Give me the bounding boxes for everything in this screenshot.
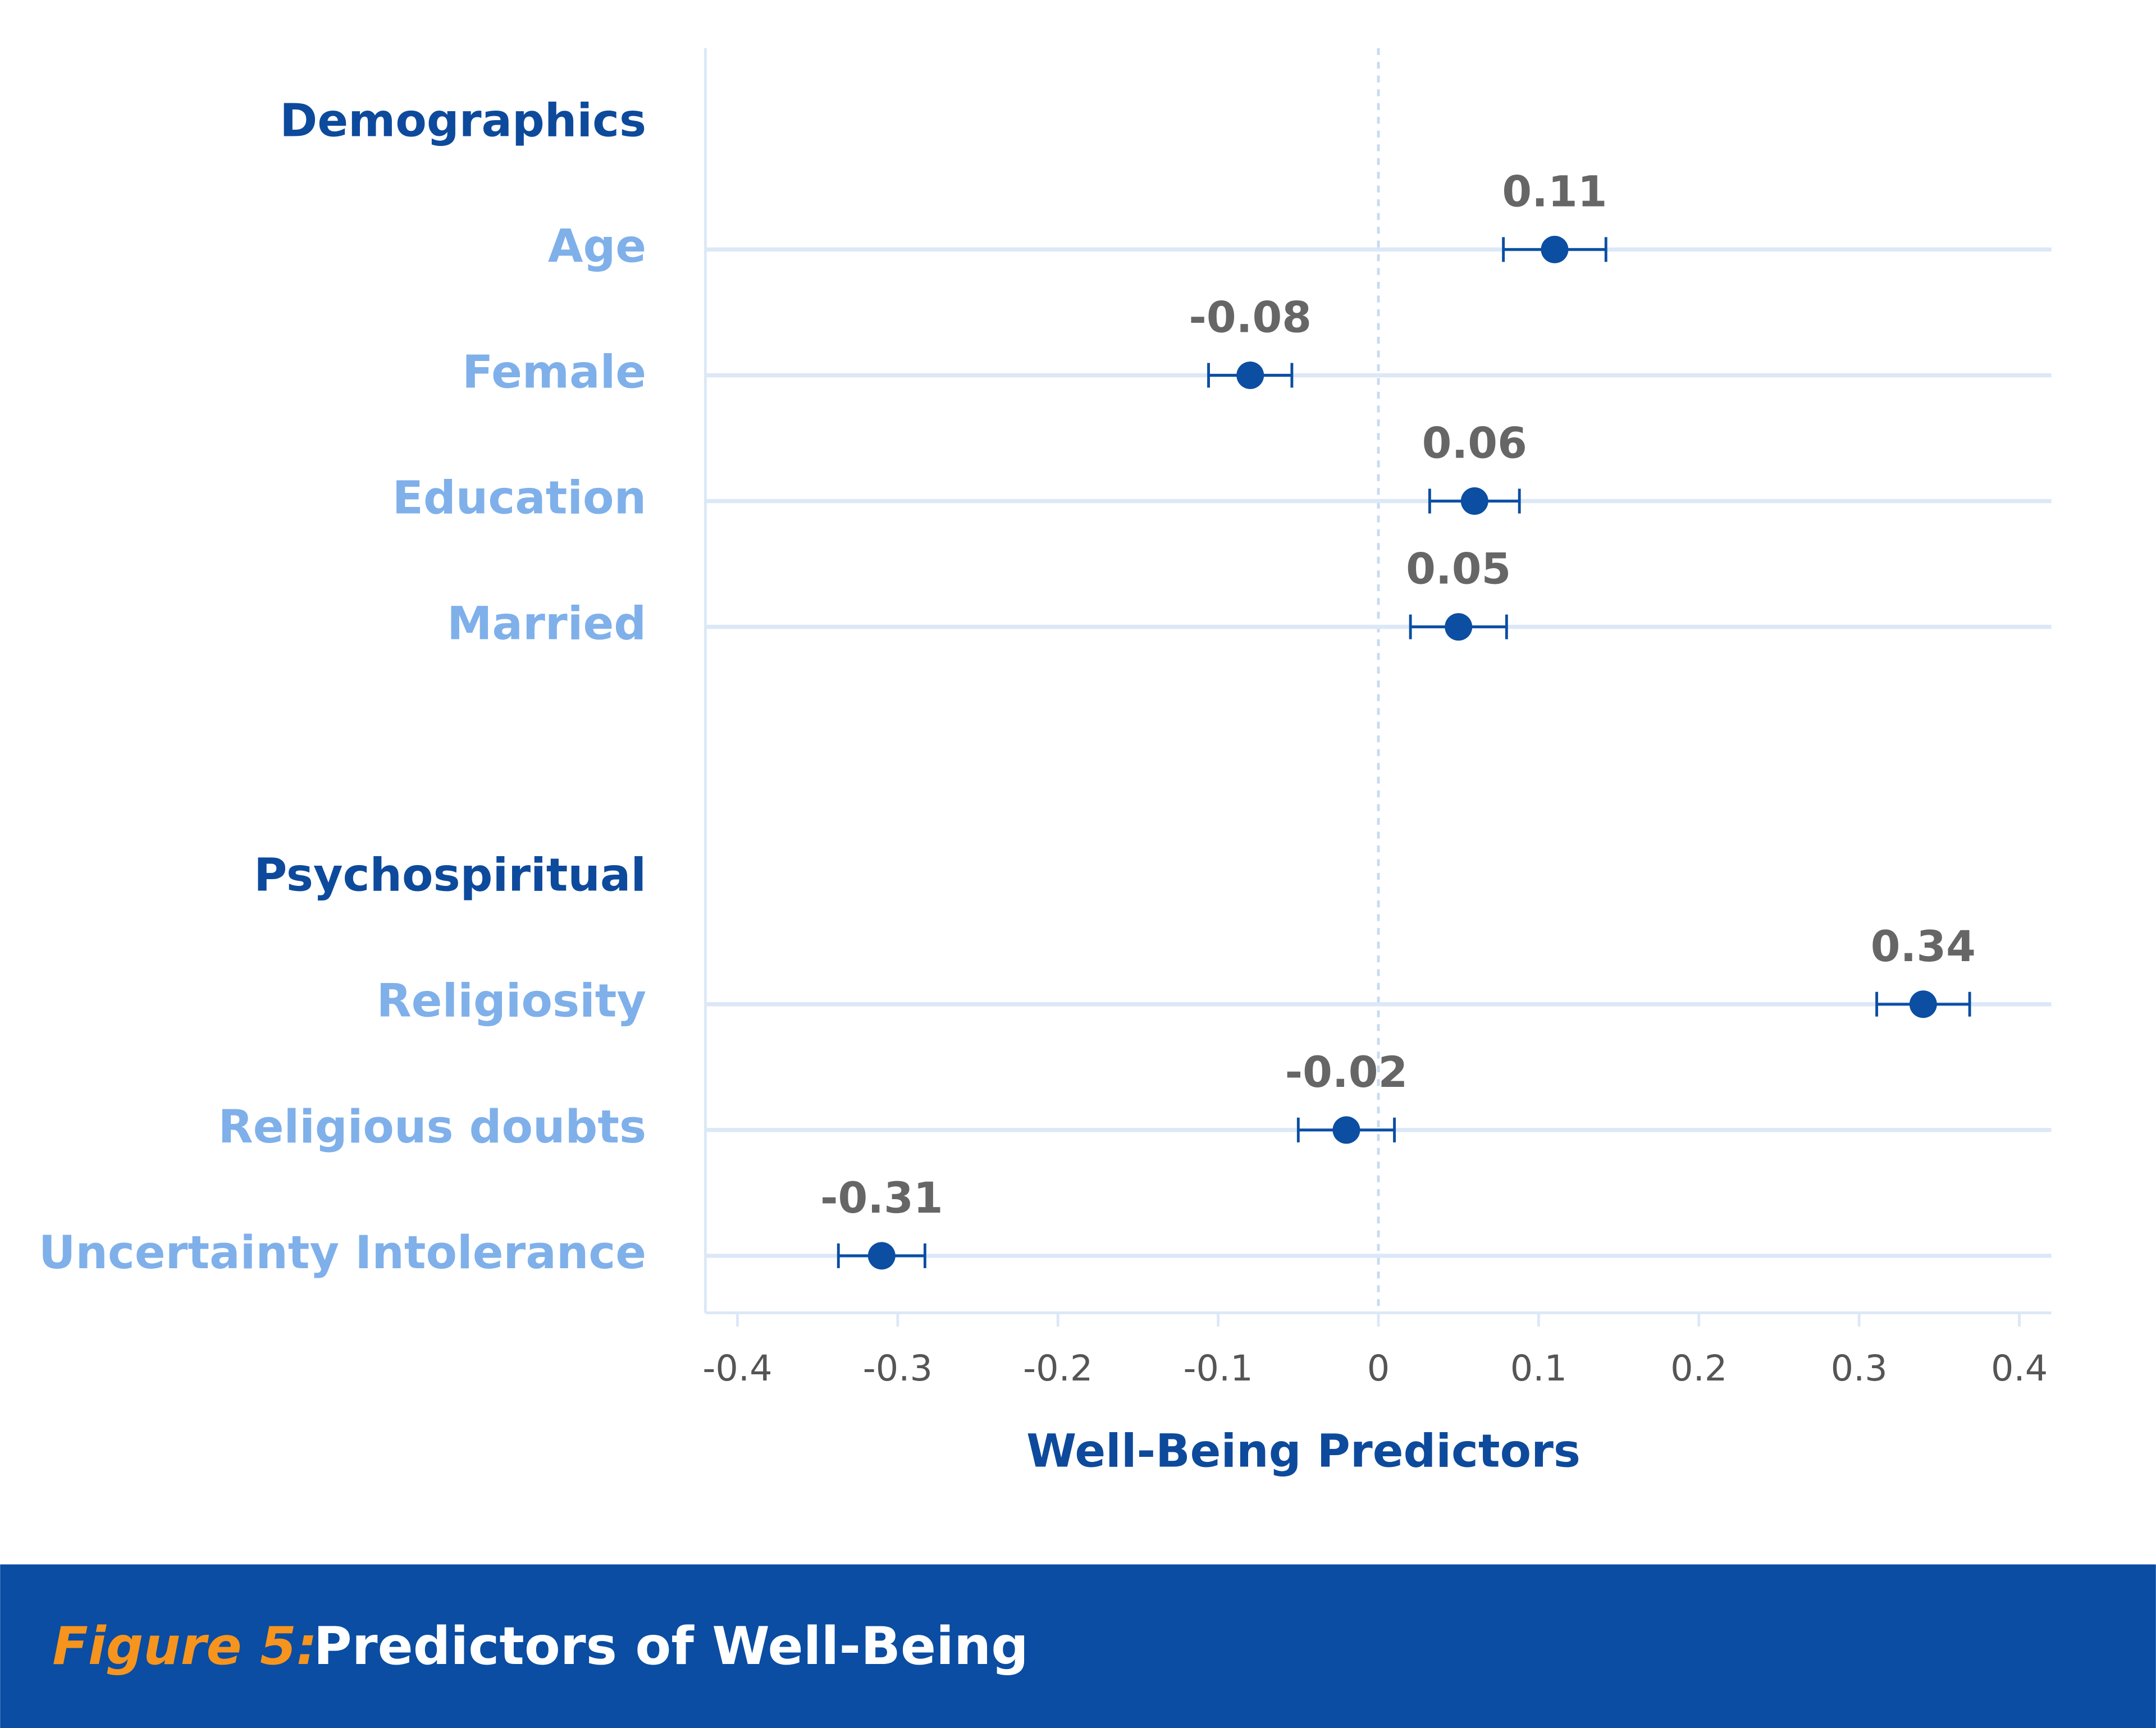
caption-band [0, 1564, 2156, 1728]
estimate-dot [1332, 1116, 1360, 1144]
group-label: Psychospiritual [254, 849, 646, 902]
x-tick-label: -0.1 [1184, 1348, 1253, 1389]
value-label: -0.08 [1189, 293, 1312, 342]
group-label: Demographics [280, 94, 646, 147]
x-axis-label: Well-Being Predictors [1026, 1425, 1581, 1478]
category-label: Female [462, 346, 646, 399]
estimate-dot [867, 1242, 896, 1270]
x-tick-label: 0.3 [1831, 1348, 1888, 1389]
chart-title: Predictors of Well-Being [314, 1616, 1029, 1676]
estimate-dot [1460, 487, 1488, 515]
category-label: Married [447, 598, 646, 651]
category-label: Age [548, 220, 646, 273]
value-label: 0.06 [1422, 419, 1527, 468]
x-tick-label: -0.3 [863, 1348, 933, 1389]
category-label: Religious doubts [218, 1101, 647, 1154]
estimate-dot [1541, 235, 1569, 263]
caption-prefix: Figure 5: [52, 1616, 317, 1676]
value-label: -0.02 [1285, 1048, 1408, 1097]
category-label: Religiosity [377, 975, 647, 1028]
x-tick-label: 0.4 [1991, 1348, 2048, 1389]
estimate-dot [1236, 362, 1264, 389]
x-tick-label: 0.2 [1670, 1348, 1727, 1389]
x-tick-label: -0.2 [1023, 1348, 1093, 1389]
estimate-dot [1909, 990, 1937, 1018]
x-tick-label: 0.1 [1510, 1348, 1567, 1389]
estimate-dot [1445, 613, 1473, 641]
x-tick-label: 0 [1367, 1348, 1390, 1389]
value-label: 0.34 [1871, 922, 1976, 971]
value-label: 0.05 [1406, 545, 1511, 594]
x-tick-label: -0.4 [702, 1348, 772, 1389]
value-label: -0.31 [820, 1173, 943, 1223]
category-label: Education [392, 472, 646, 525]
value-label: 0.11 [1502, 167, 1607, 216]
category-label: Uncertainty Intolerance [39, 1227, 646, 1279]
